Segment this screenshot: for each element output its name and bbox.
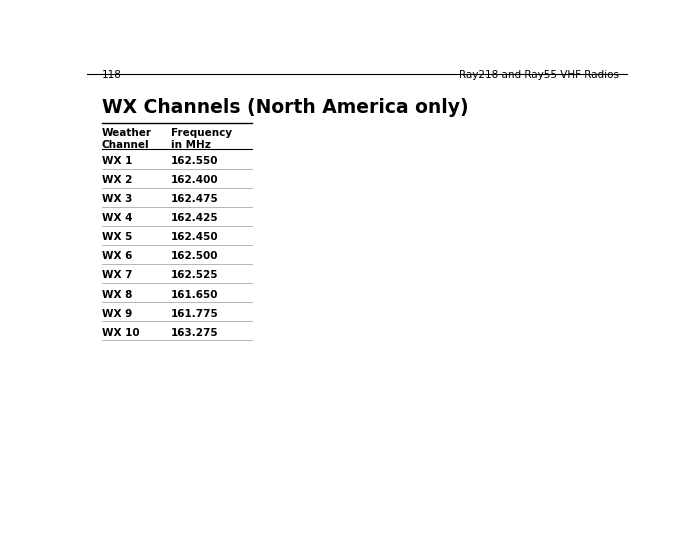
Text: 162.400: 162.400 [171, 175, 218, 185]
Text: WX 7: WX 7 [102, 271, 132, 280]
Text: 162.475: 162.475 [171, 194, 219, 204]
Text: WX Channels (North America only): WX Channels (North America only) [102, 98, 468, 117]
Text: WX 5: WX 5 [102, 232, 132, 242]
Text: Weather
Channel: Weather Channel [102, 128, 152, 150]
Text: WX 10: WX 10 [102, 328, 139, 338]
Text: 162.425: 162.425 [171, 213, 218, 223]
Text: 162.550: 162.550 [171, 156, 218, 166]
Text: 161.775: 161.775 [171, 309, 219, 318]
Text: Frequency
in MHz: Frequency in MHz [171, 128, 232, 150]
Text: WX 1: WX 1 [102, 156, 132, 166]
Text: 118: 118 [102, 70, 121, 80]
Text: WX 3: WX 3 [102, 194, 132, 204]
Text: WX 4: WX 4 [102, 213, 132, 223]
Text: 162.500: 162.500 [171, 251, 218, 261]
Text: WX 9: WX 9 [102, 309, 132, 318]
Text: WX 6: WX 6 [102, 251, 132, 261]
Text: Ray218 and Ray55 VHF Radios: Ray218 and Ray55 VHF Radios [459, 70, 619, 80]
Text: 163.275: 163.275 [171, 328, 218, 338]
Text: WX 2: WX 2 [102, 175, 132, 185]
Text: 161.650: 161.650 [171, 289, 218, 300]
Text: WX 8: WX 8 [102, 289, 132, 300]
Text: 162.450: 162.450 [171, 232, 218, 242]
Text: 162.525: 162.525 [171, 271, 218, 280]
